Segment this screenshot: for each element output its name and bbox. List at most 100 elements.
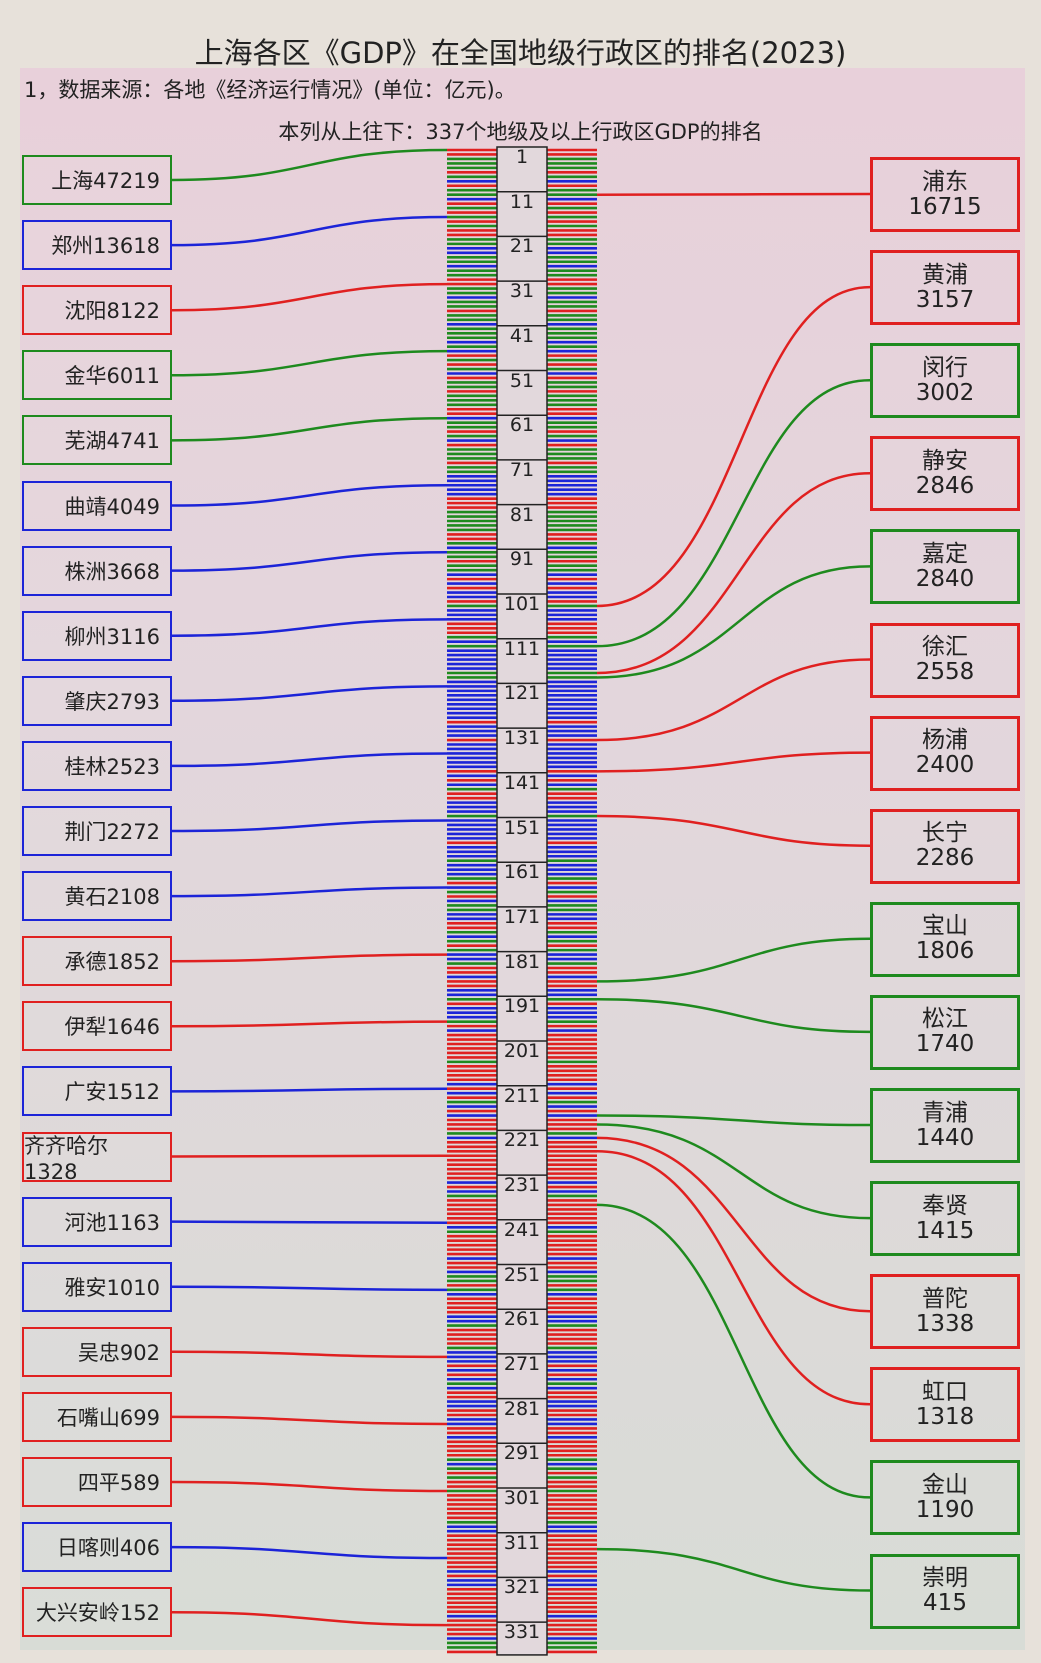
reference-city-box: 雅安1010	[22, 1261, 172, 1312]
district-box: 松江 1740	[870, 994, 1020, 1070]
connector-line-right	[596, 814, 871, 847]
reference-city-label: 承德1852	[64, 950, 160, 975]
district-box: 崇明 415	[870, 1553, 1020, 1629]
rank-tick-label: 171	[503, 905, 541, 928]
connector-line-right	[596, 1203, 871, 1499]
rank-axis-box	[496, 146, 548, 1656]
rank-column-header: 本列从上往下：337个地级及以上行政区GDP的排名	[278, 120, 763, 144]
district-name: 奉贤	[922, 1192, 968, 1219]
connector-line-left	[171, 1545, 448, 1560]
rank-tick-label: 271	[503, 1352, 541, 1375]
reference-city-label: 黄石2108	[64, 885, 160, 910]
connector-line-right	[596, 285, 871, 608]
reference-city-label: 吴忠902	[77, 1340, 160, 1365]
reference-city-box: 沈阳8122	[22, 285, 172, 336]
reference-city-box: 河池1163	[22, 1196, 172, 1247]
connector-line-left	[171, 1350, 448, 1359]
rank-tick-label: 291	[503, 1442, 541, 1465]
rank-tick-label: 1	[515, 146, 529, 168]
reference-city-box: 黄石2108	[22, 871, 172, 922]
rank-tick-label: 11	[509, 190, 535, 213]
district-gdp: 3002	[915, 379, 975, 406]
district-name: 嘉定	[922, 540, 968, 567]
connector-line-right	[596, 472, 871, 675]
reference-city-label: 沈阳8122	[64, 299, 160, 324]
reference-city-label: 郑州13618	[51, 234, 160, 259]
rank-tick-label: 241	[503, 1218, 541, 1241]
district-gdp: 1318	[915, 1403, 975, 1430]
reference-city-label: 伊犁1646	[64, 1015, 160, 1040]
connector-line-left	[171, 1020, 448, 1028]
connector-line-right	[596, 192, 871, 196]
rank-tick-label: 221	[503, 1129, 541, 1152]
rank-tick-label: 101	[503, 593, 541, 615]
reference-city-box: 日喀则406	[22, 1522, 172, 1573]
rank-tick-label: 151	[503, 816, 541, 839]
district-name: 黄浦	[922, 261, 968, 288]
reference-city-box: 桂林2523	[22, 740, 172, 791]
rank-tick-label: 191	[503, 995, 541, 1018]
connector-line-left	[171, 1154, 448, 1158]
connector-line-left	[171, 886, 448, 898]
reference-city-label: 大兴安岭152	[35, 1601, 160, 1626]
connector-line-right	[596, 1547, 871, 1592]
rank-tick-label: 21	[509, 235, 535, 258]
connector-line-left	[171, 1285, 448, 1292]
district-gdp: 2846	[915, 472, 975, 499]
connector-line-right	[596, 937, 871, 983]
reference-city-label: 石嘴山699	[56, 1405, 160, 1430]
district-name: 静安	[922, 447, 968, 474]
rank-tick-label: 301	[503, 1487, 541, 1509]
data-source-note: 1，数据来源：各地《经济运行情况》(单位：亿元)。	[24, 78, 516, 102]
reference-city-box: 吴忠902	[22, 1326, 172, 1377]
rank-tick-label: 211	[503, 1084, 541, 1107]
rank-tick-label: 71	[509, 458, 535, 481]
reference-city-label: 金华6011	[64, 364, 160, 389]
reference-city-label: 河池1163	[64, 1210, 160, 1235]
connector-line-left	[171, 1610, 448, 1627]
rank-tick-label: 181	[503, 950, 541, 973]
district-name: 浦东	[922, 168, 968, 195]
rank-tick-label: 281	[503, 1397, 541, 1420]
rank-tick-label: 91	[509, 548, 535, 571]
district-box: 静安 2846	[870, 436, 1020, 512]
connector-line-left	[171, 215, 448, 247]
reference-city-box: 承德1852	[22, 936, 172, 987]
connector-line-left	[171, 282, 448, 312]
district-gdp: 1740	[915, 1031, 975, 1058]
connector-line-left	[171, 349, 448, 377]
rank-tick-label: 131	[503, 727, 541, 750]
rank-tick-label: 161	[503, 861, 541, 884]
rank-tick-label: 121	[503, 682, 541, 705]
rank-tick-label: 231	[503, 1174, 541, 1197]
rank-tick-label: 311	[503, 1531, 541, 1554]
reference-city-box: 广安1512	[22, 1066, 172, 1117]
reference-city-box: 石嘴山699	[22, 1391, 172, 1442]
district-gdp: 3157	[915, 286, 975, 313]
connector-line-right	[596, 1150, 871, 1406]
district-box: 普陀 1338	[870, 1274, 1020, 1350]
connector-line-left	[171, 618, 448, 637]
reference-city-label: 肇庆2793	[64, 689, 160, 714]
reference-city-box: 伊犁1646	[22, 1001, 172, 1052]
connector-line-left	[171, 685, 448, 703]
connector-line-right	[596, 751, 871, 773]
connector-line-left	[171, 551, 448, 572]
district-box: 浦东 16715	[870, 157, 1020, 232]
rank-tick-label: 81	[509, 503, 535, 526]
reference-city-label: 齐齐哈尔1328	[24, 1133, 108, 1184]
district-box: 黄浦 3157	[870, 250, 1020, 326]
rank-tick-label: 261	[503, 1308, 541, 1331]
reference-city-label: 日喀则406	[56, 1536, 160, 1561]
connector-line-right	[596, 565, 871, 679]
reference-city-box: 齐齐哈尔1328	[22, 1131, 172, 1184]
district-box: 虹口 1318	[870, 1367, 1020, 1443]
district-name: 徐汇	[922, 634, 968, 660]
district-box: 长宁 2286	[870, 808, 1020, 884]
district-gdp: 1415	[915, 1217, 975, 1244]
district-name: 青浦	[922, 1099, 968, 1126]
district-gdp: 1190	[915, 1496, 975, 1523]
reference-city-box: 肇庆2793	[22, 675, 172, 726]
connector-line-right	[596, 998, 871, 1034]
connector-line-left	[171, 1415, 448, 1426]
